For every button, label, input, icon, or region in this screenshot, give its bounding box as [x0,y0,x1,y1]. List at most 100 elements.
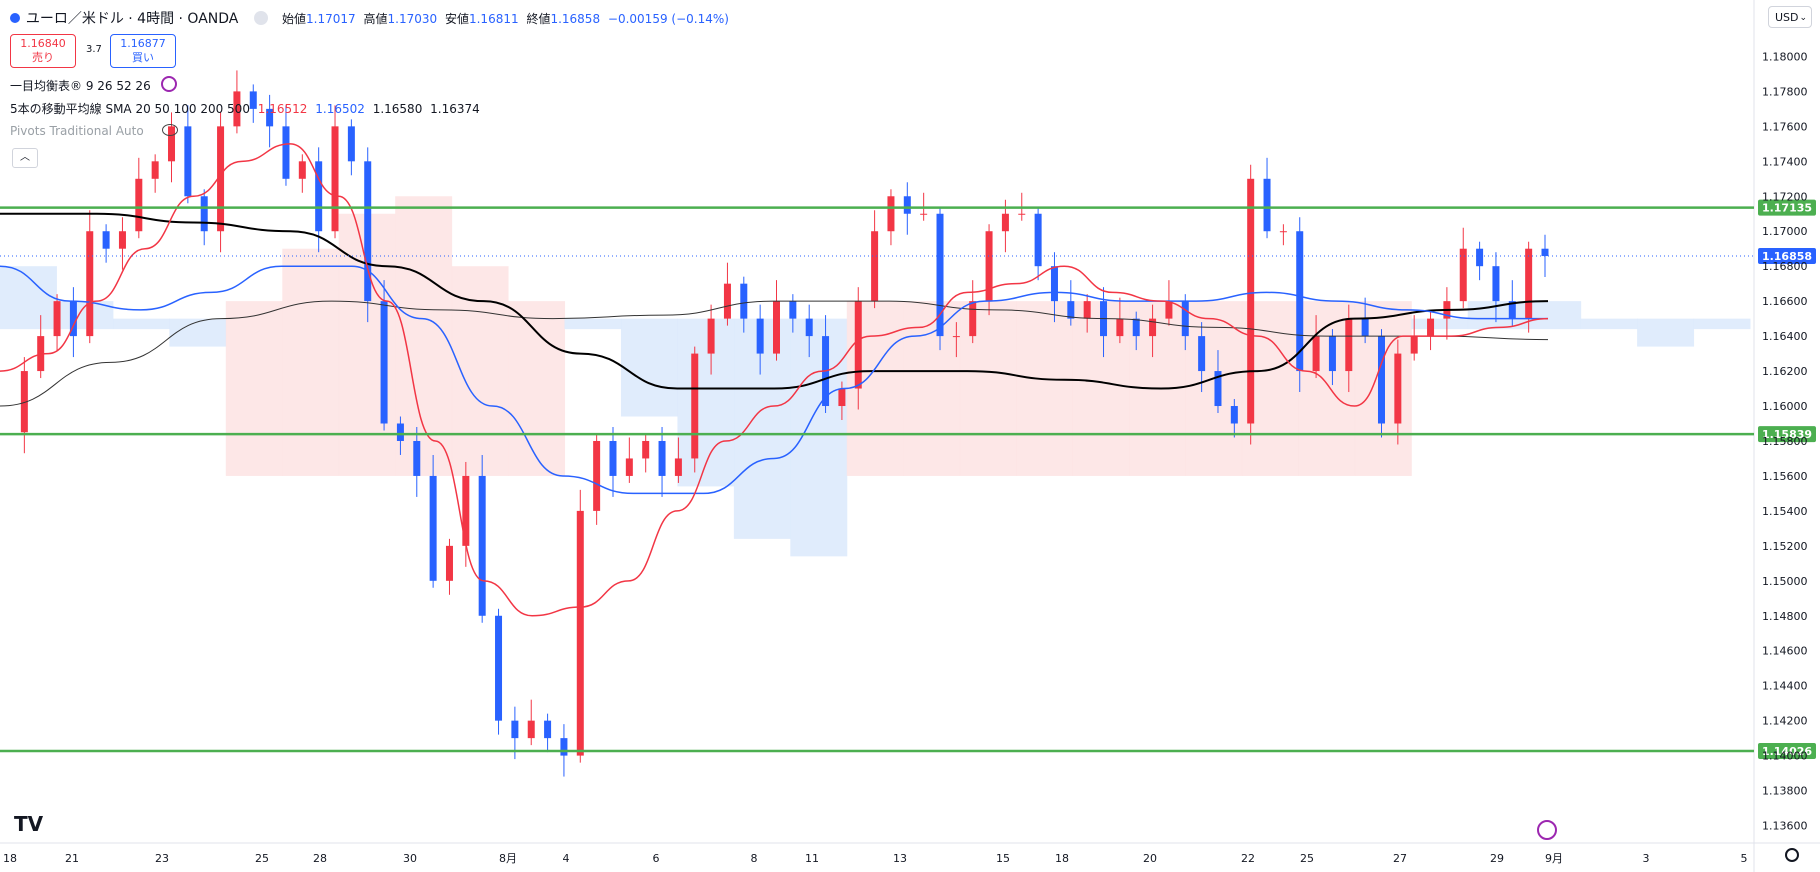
candle-body [347,126,355,162]
ma-legend[interactable]: 5本の移動平均線 SMA 20 50 100 200 500 1.16512 1… [10,100,480,117]
ichimoku-legend[interactable]: 一目均衡表® 9 26 52 26 [10,76,177,94]
high-value: 1.17030 [387,12,438,26]
candle-body [952,336,960,338]
symbol-title[interactable]: ユーロ／米ドル · 4時間 · OANDA [25,11,239,27]
candle-body [1181,301,1189,337]
symbol-legend: ユーロ／米ドル · 4時間 · OANDA 始値1.17017 高値1.1703… [10,8,729,28]
candle-body [1001,213,1009,232]
candle-body [445,545,453,581]
candle-body [1067,301,1075,319]
candle-body [789,301,797,319]
candle-body [1083,301,1091,319]
cloud-segment [677,318,735,487]
y-tick-label: 1.15000 [1762,575,1808,588]
candle-body [217,126,225,232]
candle-body [985,231,993,302]
cloud-segment [1185,301,1243,476]
candle-body [1116,318,1124,337]
y-tick-label: 1.14400 [1762,680,1808,693]
symbol-icon [10,13,20,23]
candle-body [936,213,944,337]
candle-body [1377,336,1385,424]
x-tick-label: 28 [313,852,327,865]
y-tick-label: 1.17800 [1762,85,1808,98]
x-tick-label: 3 [1643,852,1650,865]
candle-body [1508,301,1516,319]
candle-body [1476,248,1484,267]
candle-body [396,423,404,441]
candle-body [511,720,519,739]
x-tick-label: 22 [1241,852,1255,865]
tradingview-logo: TV [14,812,44,836]
candle-body [249,91,257,109]
sr-price-label: 1.15839 [1762,428,1812,441]
ma-value-4: 1.16374 [430,102,480,116]
candle-body [1345,318,1353,372]
candle-body [151,161,159,179]
currency-select[interactable]: USD ⌄ [1768,6,1812,28]
sr-price-label: 1.14026 [1762,745,1812,758]
x-tick-label: 8 [751,852,758,865]
x-tick-label: 5 [1741,852,1748,865]
candle-body [69,301,77,337]
last-price-label: 1.16858 [1762,250,1812,263]
cloud-segment [0,266,57,330]
candle-body [773,301,780,354]
ma-value-2: 1.16502 [315,102,365,116]
candle-body [625,458,633,476]
candle-body [707,318,715,354]
y-tick-label: 1.13800 [1762,785,1808,798]
x-tick-label: 9月 [1545,852,1563,865]
spread-value: 3.7 [86,44,102,55]
close-label: 終値 [526,12,551,26]
candle-body [527,720,535,739]
candle-body [53,301,61,337]
refresh-icon[interactable] [160,76,177,92]
candle-body [920,213,928,215]
candle-body [854,301,862,389]
buy-price: 1.16877 [120,37,166,50]
high-label: 高値 [363,12,388,26]
currency-value: USD [1775,11,1799,24]
x-tick-label: 27 [1393,852,1407,865]
candle-body [1165,301,1173,319]
ma-value-1: 1.16512 [257,102,308,116]
candle-body [1230,406,1238,424]
y-tick-label: 1.14200 [1762,715,1808,728]
candle-body [642,440,650,459]
candle-body [380,301,388,424]
cloud-segment [564,318,622,330]
ma-value-3: 1.16580 [372,102,423,116]
candle-body [1296,231,1304,372]
sell-button[interactable]: 1.16840 売り [10,34,76,68]
flash-icon[interactable] [1537,820,1557,840]
hidden-eye-icon[interactable] [161,124,178,136]
y-tick-label: 1.15600 [1762,470,1808,483]
candle-body [887,196,895,232]
x-tick-label: 13 [893,852,907,865]
candle-body [691,353,699,459]
chevron-down-icon: ⌄ [1799,13,1807,23]
candle-body [1132,318,1140,337]
candle-body [1427,318,1435,337]
dot-menu-icon[interactable] [254,11,269,25]
candle-body [609,440,617,476]
collapse-legend-button[interactable]: ︿ [12,148,38,168]
low-value: 1.16811 [468,12,519,26]
settings-icon[interactable] [1785,848,1799,862]
candle-body [740,283,748,319]
candle-body [1263,178,1271,232]
pivots-legend[interactable]: Pivots Traditional Auto [10,124,178,138]
y-tick-label: 1.16400 [1762,330,1808,343]
x-tick-label: 30 [403,852,417,865]
candle-body [1034,213,1042,267]
sma-gray-line [0,300,1549,407]
candle-body [805,318,813,337]
candle-body [429,475,437,581]
x-tick-label: 11 [805,852,819,865]
buy-button[interactable]: 1.16877 買い [110,34,176,68]
x-tick-label: 15 [996,852,1010,865]
candle-body [282,126,290,179]
